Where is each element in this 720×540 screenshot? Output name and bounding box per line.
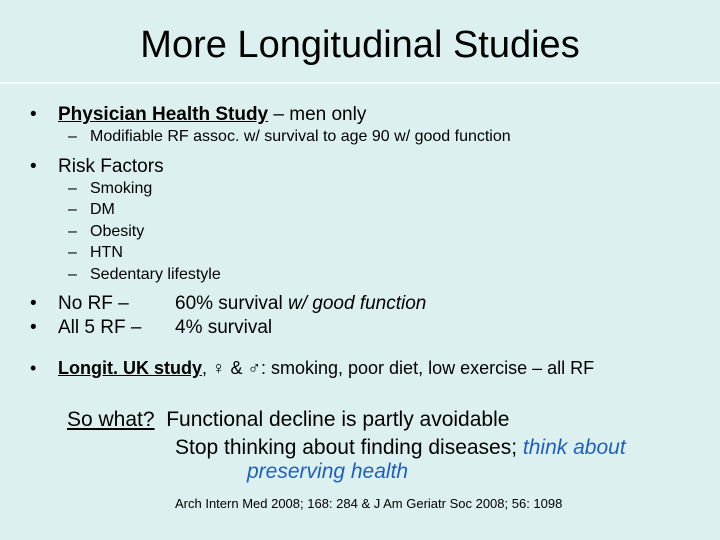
sub-bullet: Sedentary lifestyle bbox=[68, 267, 221, 284]
title-rule bbox=[0, 82, 720, 84]
title: More Longitudinal Studies bbox=[140, 24, 580, 66]
bullet: All 5 RF – bbox=[30, 318, 142, 337]
bullet: Longit. UK study, ♀ & ♂: smoking, poor d… bbox=[30, 358, 595, 378]
outcome: 4% survival bbox=[175, 317, 273, 338]
bullet: Risk Factors bbox=[30, 157, 163, 176]
sub-bullet: DM bbox=[68, 202, 115, 219]
emphasis: think about bbox=[522, 436, 626, 459]
study-name: Physician Health Study bbox=[58, 104, 269, 125]
outcome: 60% survival w/ good function bbox=[175, 294, 426, 313]
sub-bullet: Smoking bbox=[68, 181, 152, 198]
bullet-text: , ♀ & ♂: smoking, poor diet, low exercis… bbox=[201, 358, 595, 378]
bullet: No RF – bbox=[30, 294, 129, 313]
sub-bullet: Modifiable RF assoc. w/ survival to age … bbox=[68, 129, 511, 146]
citation: Arch Intern Med 2008; 168: 284 & J Am Ge… bbox=[175, 496, 563, 511]
so-what-label: So what? bbox=[67, 408, 155, 431]
outcome-note: w/ good function bbox=[288, 293, 427, 314]
emphasis: preserving health bbox=[247, 460, 409, 483]
so-what-text: Stop thinking about finding diseases; bbox=[175, 436, 518, 459]
bullet-text: – men only bbox=[268, 104, 367, 125]
outcome-text: 60% survival bbox=[175, 293, 283, 314]
so-what-line: Stop thinking about finding diseases; th… bbox=[175, 437, 626, 458]
study-name: Longit. UK study bbox=[58, 358, 202, 378]
sub-bullet: HTN bbox=[68, 245, 123, 262]
bullet: Physician Health Study – men only bbox=[30, 104, 367, 125]
so-what: So what? Functional decline is partly av… bbox=[67, 409, 509, 430]
so-what-text: Functional decline is partly avoidable bbox=[166, 408, 510, 431]
sub-bullet: Obesity bbox=[68, 224, 144, 241]
